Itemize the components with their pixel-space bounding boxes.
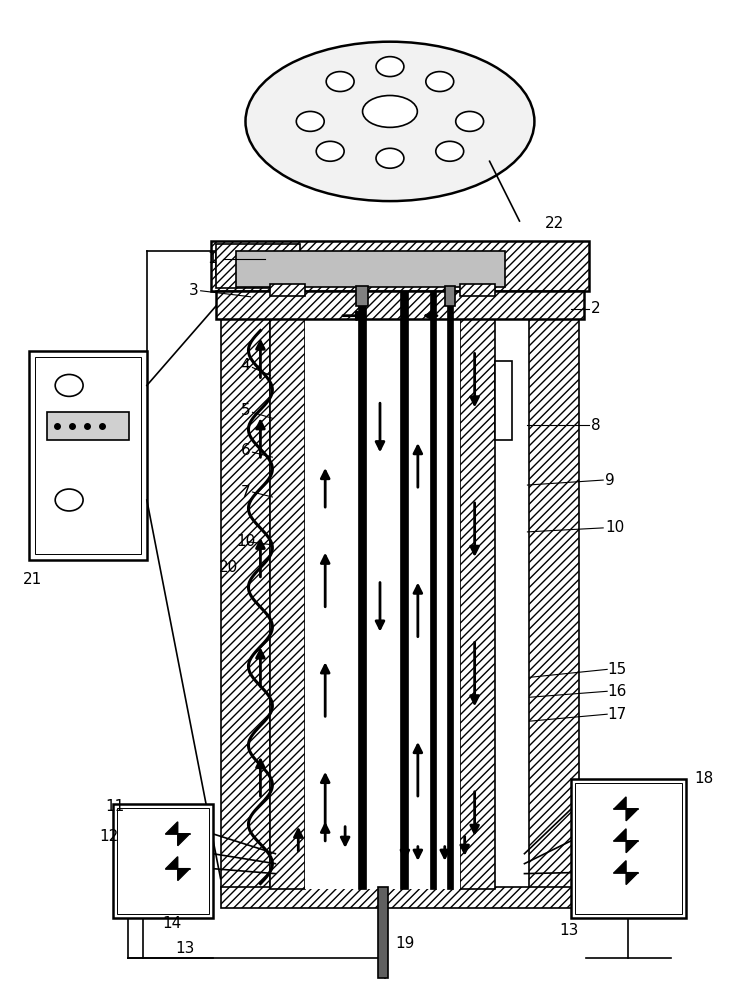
- Text: 12: 12: [99, 829, 118, 844]
- Text: 10: 10: [237, 534, 256, 549]
- Text: 13: 13: [559, 923, 579, 938]
- Ellipse shape: [296, 111, 324, 131]
- Bar: [460, 291, 495, 889]
- Text: 1: 1: [207, 251, 217, 266]
- Polygon shape: [614, 861, 626, 873]
- Polygon shape: [614, 797, 626, 809]
- Polygon shape: [626, 873, 638, 885]
- Bar: [460, 284, 495, 296]
- Text: 20: 20: [219, 560, 238, 575]
- Text: 6: 6: [241, 443, 250, 458]
- Bar: [216, 291, 584, 319]
- Ellipse shape: [326, 72, 354, 92]
- Text: 22: 22: [544, 216, 564, 231]
- Bar: [445, 286, 455, 306]
- Ellipse shape: [316, 141, 344, 161]
- Bar: [117, 808, 209, 914]
- Ellipse shape: [436, 141, 464, 161]
- Text: 2: 2: [591, 301, 601, 316]
- Bar: [221, 887, 579, 908]
- Bar: [378, 887, 388, 978]
- Text: 5: 5: [241, 403, 250, 418]
- Text: 19: 19: [395, 936, 414, 951]
- Bar: [495, 361, 513, 440]
- Text: 10: 10: [605, 520, 624, 535]
- Bar: [48, 412, 129, 440]
- Polygon shape: [178, 869, 190, 881]
- Ellipse shape: [455, 111, 483, 131]
- Bar: [305, 291, 460, 889]
- Bar: [430, 291, 436, 889]
- Bar: [271, 284, 305, 296]
- Bar: [446, 291, 452, 889]
- Text: 21: 21: [23, 572, 42, 587]
- Ellipse shape: [55, 374, 83, 396]
- Text: 14: 14: [163, 916, 182, 931]
- Bar: [216, 244, 300, 288]
- Bar: [271, 291, 305, 889]
- Polygon shape: [178, 834, 190, 846]
- Bar: [356, 286, 368, 306]
- Bar: [113, 804, 213, 918]
- Bar: [35, 357, 141, 554]
- Text: 13: 13: [176, 941, 195, 956]
- Ellipse shape: [55, 489, 83, 511]
- Bar: [529, 291, 579, 889]
- Ellipse shape: [376, 57, 404, 77]
- Bar: [400, 291, 408, 889]
- Polygon shape: [626, 841, 638, 853]
- Text: 17: 17: [607, 707, 627, 722]
- Text: 18: 18: [694, 771, 713, 786]
- Text: 16: 16: [607, 684, 627, 699]
- Bar: [575, 783, 682, 914]
- Text: 15: 15: [607, 662, 627, 677]
- Text: 3: 3: [188, 283, 198, 298]
- Bar: [221, 291, 271, 889]
- Bar: [210, 241, 589, 291]
- Bar: [29, 351, 147, 560]
- Ellipse shape: [246, 42, 535, 201]
- Text: 8: 8: [591, 418, 601, 433]
- Bar: [235, 251, 504, 287]
- Bar: [572, 779, 686, 918]
- Bar: [358, 291, 366, 889]
- Text: 4: 4: [241, 358, 250, 373]
- Polygon shape: [614, 829, 626, 841]
- Ellipse shape: [426, 72, 454, 92]
- Text: 11: 11: [105, 799, 124, 814]
- Ellipse shape: [376, 148, 404, 168]
- Polygon shape: [626, 809, 638, 821]
- Polygon shape: [166, 822, 178, 834]
- Text: 7: 7: [241, 485, 250, 500]
- Polygon shape: [166, 857, 178, 869]
- Text: 9: 9: [605, 473, 615, 488]
- Ellipse shape: [363, 95, 418, 127]
